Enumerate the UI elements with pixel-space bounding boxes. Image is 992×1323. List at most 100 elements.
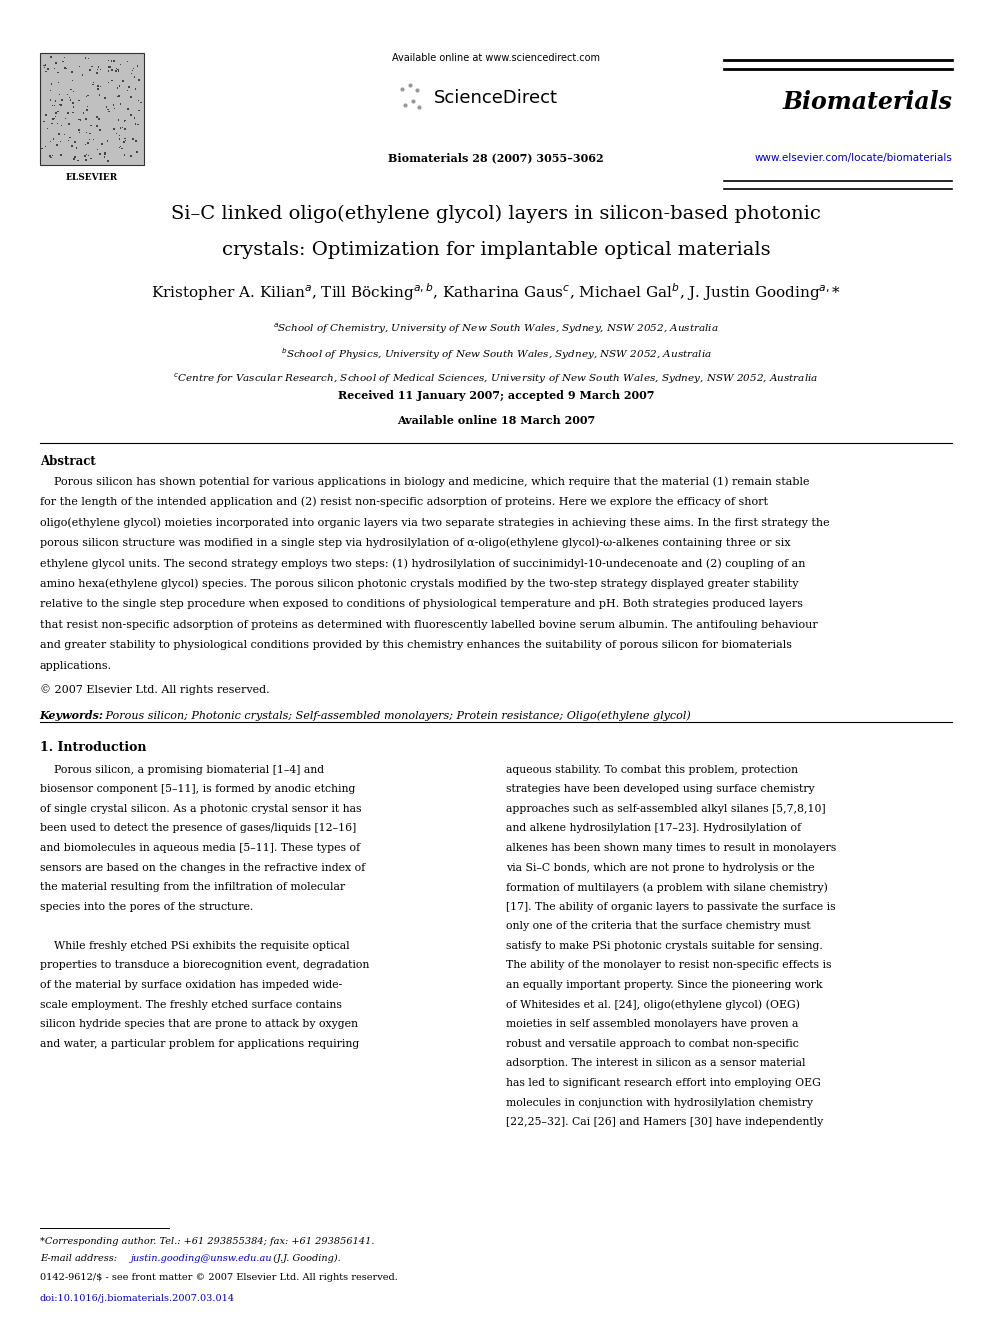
Point	[123, 146, 139, 167]
Text: Keywords:: Keywords:	[40, 710, 104, 721]
Point	[120, 81, 136, 102]
Point	[48, 90, 63, 111]
Text: (J.J. Gooding).: (J.J. Gooding).	[270, 1254, 340, 1263]
Point	[57, 57, 72, 78]
Point	[100, 151, 116, 172]
Point	[45, 144, 61, 165]
Text: www.elsevier.com/locate/biomaterials: www.elsevier.com/locate/biomaterials	[755, 153, 952, 164]
Point	[111, 110, 127, 131]
Point	[35, 138, 51, 159]
Point	[45, 95, 61, 116]
Point	[61, 136, 76, 157]
Point	[77, 146, 93, 167]
Point	[100, 99, 116, 120]
Point	[62, 89, 78, 110]
Point	[36, 56, 52, 77]
Point	[127, 107, 143, 128]
Text: Biomaterials: Biomaterials	[783, 90, 952, 114]
Point	[57, 46, 72, 67]
Point	[48, 106, 63, 127]
Point	[112, 118, 128, 139]
Point	[77, 48, 93, 69]
Point	[52, 85, 67, 106]
Point	[110, 77, 126, 98]
Text: molecules in conjunction with hydrosilylation chemistry: molecules in conjunction with hydrosilyl…	[506, 1098, 812, 1107]
Point	[46, 108, 62, 130]
Text: Available online at www.sciencedirect.com: Available online at www.sciencedirect.co…	[392, 53, 600, 64]
Point	[128, 114, 144, 135]
Point	[112, 136, 128, 157]
Point	[83, 148, 99, 169]
Point	[117, 144, 133, 165]
Point	[78, 144, 94, 165]
Point	[77, 134, 93, 155]
Point	[36, 106, 52, 127]
Point	[94, 134, 110, 155]
Point	[126, 58, 142, 79]
Point	[53, 131, 68, 152]
Point	[99, 97, 115, 118]
Point	[43, 90, 59, 111]
Point	[51, 71, 66, 93]
Point	[66, 131, 82, 152]
Point	[61, 102, 76, 123]
Text: alkenes has been shown many times to result in monolayers: alkenes has been shown many times to res…	[506, 843, 836, 853]
Point	[49, 46, 64, 67]
Point	[44, 74, 60, 95]
Point	[54, 94, 69, 115]
Point	[44, 112, 60, 134]
Point	[74, 65, 90, 86]
Text: the material resulting from the infiltration of molecular: the material resulting from the infiltra…	[40, 882, 345, 892]
Point	[124, 60, 140, 81]
Point	[119, 50, 135, 71]
Point	[123, 105, 139, 126]
Point	[117, 119, 133, 140]
Point	[110, 60, 126, 81]
Point	[63, 135, 79, 156]
Text: amino hexa(ethylene glycol) species. The porous silicon photonic crystals modifi: amino hexa(ethylene glycol) species. The…	[40, 579, 799, 589]
Text: oligo(ethylene glycol) moieties incorporated into organic layers via two separat: oligo(ethylene glycol) moieties incorpor…	[40, 517, 829, 528]
Point	[117, 110, 133, 131]
Point	[78, 99, 94, 120]
Point	[97, 87, 113, 108]
Text: properties to transduce a biorecognition event, degradation: properties to transduce a biorecognition…	[40, 960, 369, 971]
Point	[82, 60, 98, 81]
Point	[103, 61, 119, 82]
Point	[72, 110, 88, 131]
Point	[90, 78, 106, 99]
Text: The ability of the monolayer to resist non-specific effects is: The ability of the monolayer to resist n…	[506, 960, 831, 971]
Point	[65, 102, 81, 123]
Text: relative to the single step procedure when exposed to conditions of physiologica: relative to the single step procedure wh…	[40, 599, 803, 610]
Text: While freshly etched PSi exhibits the requisite optical: While freshly etched PSi exhibits the re…	[40, 941, 349, 951]
Point	[47, 95, 62, 116]
Text: approaches such as self-assembled alkyl silanes [5,7,8,10]: approaches such as self-assembled alkyl …	[506, 804, 825, 814]
Point	[89, 60, 105, 81]
Text: Biomaterials 28 (2007) 3055–3062: Biomaterials 28 (2007) 3055–3062	[388, 152, 604, 163]
Text: satisfy to make PSi photonic crystals suitable for sensing.: satisfy to make PSi photonic crystals su…	[506, 941, 822, 951]
Point	[62, 87, 77, 108]
Point	[128, 78, 144, 99]
Point	[97, 144, 113, 165]
Point	[84, 56, 100, 77]
Point	[89, 75, 105, 97]
Text: © 2007 Elsevier Ltd. All rights reserved.: © 2007 Elsevier Ltd. All rights reserved…	[40, 684, 269, 695]
Point	[74, 64, 90, 85]
Point	[100, 50, 116, 71]
Point	[64, 93, 80, 114]
Point	[81, 134, 97, 155]
Text: an equally important property. Since the pioneering work: an equally important property. Since the…	[506, 980, 822, 990]
Point	[61, 114, 76, 135]
Point	[52, 94, 67, 115]
Point	[85, 128, 101, 149]
Point	[96, 147, 112, 168]
Text: Porous silicon, a promising biomaterial [1–4] and: Porous silicon, a promising biomaterial …	[40, 765, 323, 775]
Text: of Whitesides et al. [24], oligo(ethylene glycol) (OEG): of Whitesides et al. [24], oligo(ethylen…	[506, 1000, 800, 1011]
Point	[89, 106, 105, 127]
Point	[80, 48, 96, 69]
Point	[77, 108, 93, 130]
Point	[97, 142, 113, 163]
Text: aqueous stability. To combat this problem, protection: aqueous stability. To combat this proble…	[506, 765, 798, 775]
Point	[123, 86, 139, 107]
Point	[51, 124, 66, 146]
Text: Si–C linked oligo(ethylene glycol) layers in silicon-based photonic: Si–C linked oligo(ethylene glycol) layer…	[171, 205, 821, 224]
